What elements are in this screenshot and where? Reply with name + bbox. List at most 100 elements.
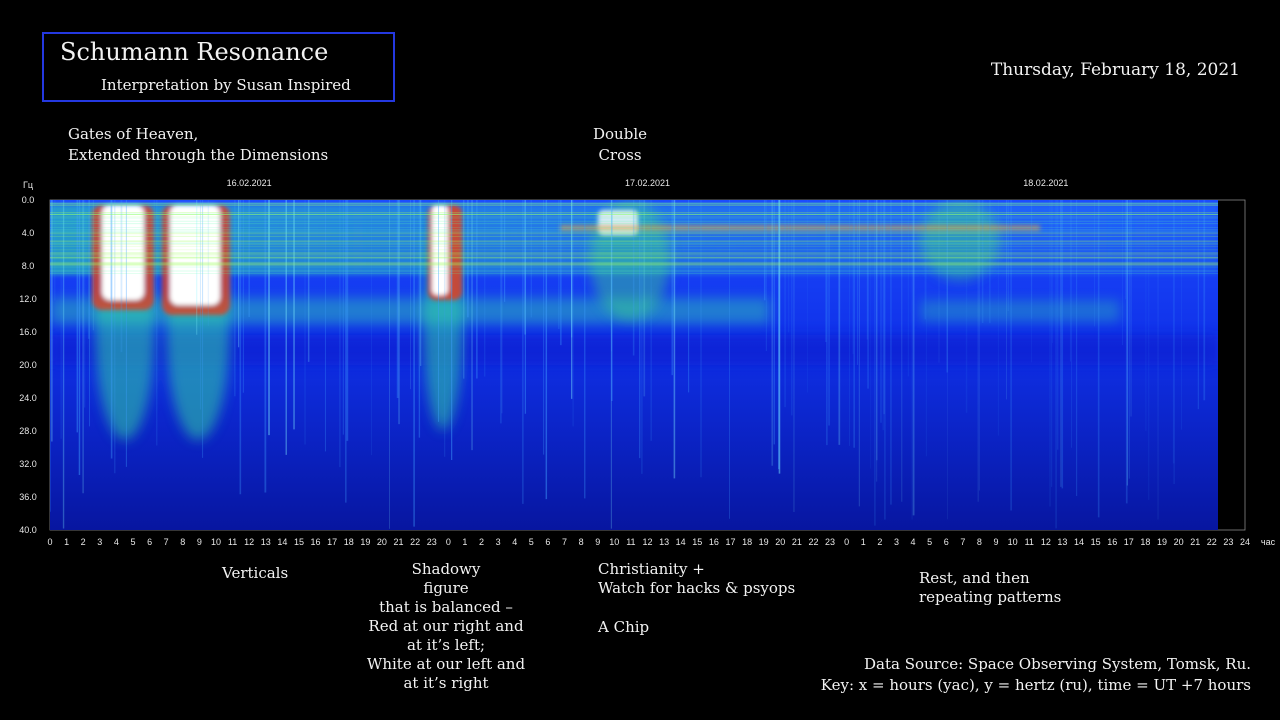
x-tick-label: 17 <box>1124 537 1134 547</box>
x-tick-label: 20 <box>377 537 387 547</box>
axes: 0.0 4.0 8.0 12.0 16.0 20.0 24.0 28.0 32.0 36.0 40.… <box>19 178 1250 547</box>
annotation: Red at our right and <box>368 617 524 635</box>
spectrogram: Гц час 0.0 4.0 8.0 12.0 16.0 20.0 24.0 28.0 32.0… <box>19 178 1275 547</box>
annotation: Shadowy <box>412 560 481 578</box>
x-tick-label: 22 <box>808 537 818 547</box>
band-14hz <box>50 298 770 324</box>
x-tick-label: 23 <box>1223 537 1233 547</box>
annotation: Christianity + <box>598 560 705 578</box>
band-14hz-right <box>920 300 1120 322</box>
x-tick-label: 15 <box>294 537 304 547</box>
x-tick-label: 20 <box>1174 537 1184 547</box>
annotation: at it’s left; <box>407 636 485 654</box>
x-tick-label: 14 <box>277 537 287 547</box>
x-tick-label: 3 <box>496 537 501 547</box>
annotation: Double <box>593 125 647 143</box>
x-tick-label: 8 <box>579 537 584 547</box>
spectrogram-image <box>50 200 1218 530</box>
x-tick-label: 19 <box>759 537 769 547</box>
x-tick-label: 2 <box>81 537 86 547</box>
y-tick-label: 20.0 <box>19 360 37 370</box>
x-tick-label: 22 <box>1207 537 1217 547</box>
y-tick-label: 0.0 <box>22 195 35 205</box>
annotation: Rest, and then <box>919 569 1030 587</box>
y-tick-label: 40.0 <box>19 525 37 535</box>
annotation: at it’s right <box>403 674 488 692</box>
y-tick-label: 36.0 <box>19 492 37 502</box>
x-tick-label: 8 <box>977 537 982 547</box>
x-tick-label: 13 <box>1057 537 1067 547</box>
annotation: Verticals <box>221 564 288 582</box>
x-tick-label: 5 <box>529 537 534 547</box>
x-tick-label: 11 <box>626 537 635 547</box>
x-tick-label: 21 <box>1190 537 1200 547</box>
x-tick-label: 10 <box>609 537 619 547</box>
x-tick-label: 9 <box>994 537 999 547</box>
annotation: that is balanced – <box>379 598 513 616</box>
y-tick-label: 12.0 <box>19 294 37 304</box>
annotation: figure <box>423 579 468 597</box>
x-tick-label: 0 <box>47 537 52 547</box>
x-tick-label: 14 <box>1074 537 1084 547</box>
y-tick-label: 8.0 <box>22 261 35 271</box>
x-tick-label: 23 <box>427 537 437 547</box>
x-tick-label: 0 <box>844 537 849 547</box>
x-tick-label: 7 <box>164 537 169 547</box>
annotation: A Chip <box>597 618 649 636</box>
y-tick-label: 4.0 <box>22 228 35 238</box>
date-label: 17.02.2021 <box>625 178 670 188</box>
annotation: Watch for hacks & psyops <box>598 579 795 597</box>
x-tick-label: 17 <box>725 537 735 547</box>
x-tick-label: 2 <box>877 537 882 547</box>
x-tick-label: 12 <box>1041 537 1051 547</box>
x-tick-label: 22 <box>410 537 420 547</box>
annotation: Gates of Heaven, <box>68 125 198 143</box>
annotation: repeating patterns <box>919 588 1061 606</box>
x-tick-label: 12 <box>244 537 254 547</box>
annotations: Gates of Heaven, Extended through the Di… <box>68 125 1251 694</box>
x-tick-label: 14 <box>676 537 686 547</box>
x-tick-label: 18 <box>742 537 752 547</box>
annotation: White at our left and <box>367 655 526 673</box>
x-tick-label: 23 <box>825 537 835 547</box>
title: Schumann Resonance <box>60 38 328 66</box>
x-tick-label: 16 <box>709 537 719 547</box>
x-tick-label: 19 <box>360 537 370 547</box>
x-tick-label: 5 <box>130 537 135 547</box>
x-tick-label: 1 <box>64 537 69 547</box>
x-tick-label: 8 <box>180 537 185 547</box>
x-tick-label: 12 <box>642 537 652 547</box>
x-tick-label: 19 <box>1157 537 1167 547</box>
footer-line: Key: x = hours (yac), y = hertz (ru), ti… <box>821 676 1251 694</box>
x-tick-label: 13 <box>659 537 669 547</box>
date-label: 16.02.2021 <box>227 178 272 188</box>
date-label: 18.02.2021 <box>1023 178 1068 188</box>
x-tick-label: 17 <box>327 537 337 547</box>
x-tick-label: 9 <box>197 537 202 547</box>
x-tick-label: 0 <box>446 537 451 547</box>
x-tick-label: 20 <box>775 537 785 547</box>
x-tick-label: 2 <box>479 537 484 547</box>
x-tick-label: 9 <box>595 537 600 547</box>
date: Thursday, February 18, 2021 <box>991 60 1240 80</box>
x-tick-label: 10 <box>211 537 221 547</box>
x-tick-label: 1 <box>462 537 467 547</box>
x-tick-label: 5 <box>927 537 932 547</box>
x-tick-label: 21 <box>394 537 404 547</box>
streaks <box>50 200 1218 529</box>
x-unit: час <box>1261 537 1276 547</box>
x-tick-label: 13 <box>261 537 271 547</box>
x-tick-label: 6 <box>545 537 550 547</box>
annotation: Extended through the Dimensions <box>68 146 328 164</box>
footer-line: Data Source: Space Observing System, Tom… <box>864 655 1251 673</box>
x-tick-label: 11 <box>1025 537 1034 547</box>
x-tick-label: 3 <box>97 537 102 547</box>
y-tick-label: 24.0 <box>19 393 37 403</box>
x-tick-label: 15 <box>1091 537 1101 547</box>
y-unit: Гц <box>23 180 33 190</box>
dark-band <box>50 335 1218 365</box>
x-tick-label: 4 <box>911 537 916 547</box>
x-tick-label: 4 <box>114 537 119 547</box>
x-tick-label: 21 <box>792 537 802 547</box>
